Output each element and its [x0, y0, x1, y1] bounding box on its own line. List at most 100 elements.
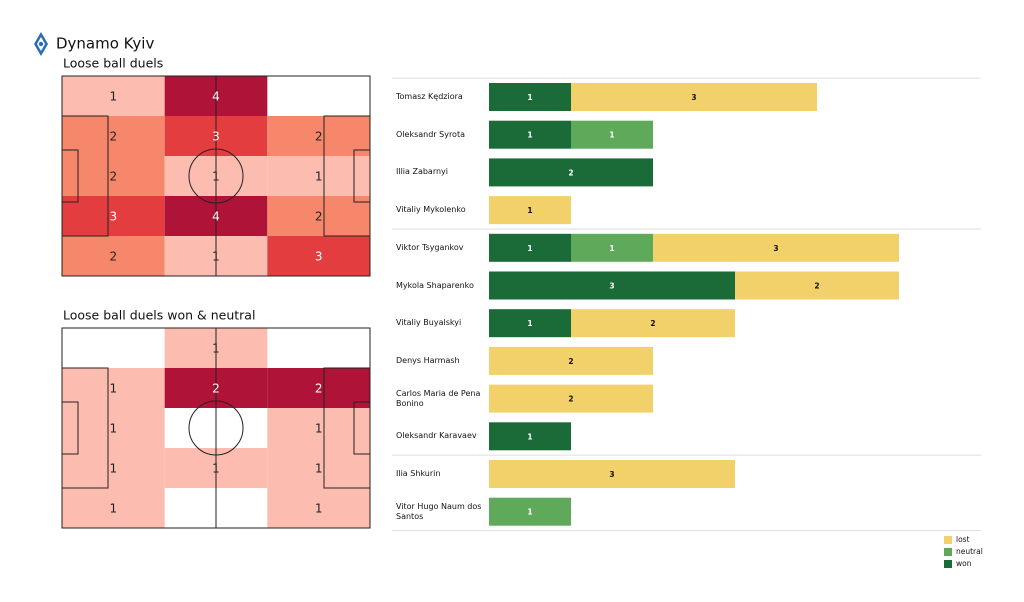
bar-segment	[489, 158, 653, 187]
bar-label: 1	[527, 432, 532, 441]
bar-label: 1	[527, 206, 532, 215]
chart-title: Loose ball duels won & neutral	[63, 308, 255, 323]
bar-segment	[571, 233, 653, 262]
player-name: Viktor Tsygankov	[396, 242, 464, 252]
goal-area	[61, 401, 79, 455]
bar-label: 1	[609, 244, 614, 253]
bar-segment	[489, 497, 571, 526]
heat-cell	[62, 196, 165, 236]
legend-swatch	[944, 536, 952, 544]
bar-segment	[489, 196, 571, 225]
pitch-lines	[61, 327, 371, 529]
player-name: Oleksandr Syrota	[396, 129, 465, 139]
heat-cell	[62, 156, 165, 196]
legend-label: won	[956, 559, 972, 568]
bar-segment	[489, 233, 571, 262]
cell-label: 2	[315, 210, 323, 224]
player-name: Vitaliy Mykolenko	[396, 205, 466, 215]
heat-cell	[62, 116, 165, 156]
cell-label: 1	[110, 462, 118, 476]
page-title: Dynamo Kyiv	[56, 35, 154, 53]
bar-label: 1	[527, 131, 532, 140]
player-name-box: Tomasz Kędziora	[396, 92, 463, 101]
bar-label: 3	[609, 470, 614, 479]
player-name: Denys Harmash	[396, 355, 460, 365]
bar-label: 1	[527, 508, 532, 517]
player-name-box: Carlos Maria de Pena Bonino	[396, 388, 481, 408]
cell-label: 1	[315, 422, 323, 436]
bar-label: 1	[527, 93, 532, 102]
cell-label: 1	[212, 342, 220, 356]
bar-segment	[489, 384, 653, 413]
legend-swatch	[944, 560, 952, 568]
cell-label: 3	[315, 250, 323, 264]
heat-cell	[267, 448, 370, 488]
player-name: Mykola Shaparenko	[396, 280, 474, 290]
heat-cell	[267, 156, 370, 196]
player-name-box: Vitaliy Mykolenko	[396, 205, 466, 215]
player-name: Ilia Shkurin	[396, 469, 441, 478]
bar-segment	[489, 346, 653, 375]
player-name-box: Ilia Shkurin	[396, 469, 441, 478]
bar-segment	[489, 309, 571, 338]
bar-segment	[489, 422, 571, 451]
cell-label: 1	[212, 170, 220, 184]
cell-label: 1	[212, 250, 220, 264]
player-name: Carlos Maria de Pena Bonino	[396, 388, 481, 408]
goal-area	[353, 149, 371, 203]
player-name-box: Oleksandr Karavaev	[396, 431, 477, 441]
bar-label: 2	[568, 168, 573, 177]
cell-label: 1	[110, 502, 118, 516]
heat-cell	[267, 116, 370, 156]
cell-label: 1	[110, 422, 118, 436]
bar-segment	[571, 83, 817, 111]
player-name: Oleksandr Karavaev	[396, 431, 477, 441]
heat-cell	[62, 408, 165, 448]
bar-segment	[571, 120, 653, 149]
heat-cell	[62, 368, 165, 408]
cell-label: 1	[110, 90, 118, 104]
cell-label: 3	[212, 130, 220, 144]
player-name-box: Denys Harmash	[396, 355, 460, 365]
cell-label: 4	[212, 90, 220, 104]
cell-label: 3	[110, 210, 118, 224]
cell-label: 2	[110, 170, 118, 184]
chart-title: Loose ball duels	[63, 56, 163, 71]
centre-circle	[188, 148, 244, 204]
bar-label: 2	[650, 319, 655, 328]
cell-label: 1	[110, 382, 118, 396]
player-name-box: Viktor Tsygankov	[396, 242, 464, 252]
heat-cell	[62, 488, 165, 528]
bar-label: 2	[814, 282, 819, 291]
player-name-box: Illia Zabarnyi	[396, 167, 449, 177]
player-name: Illia Zabarnyi	[396, 167, 449, 177]
player-name: Tomasz Kędziora	[396, 92, 463, 101]
cell-label: 1	[315, 502, 323, 516]
goal-area	[353, 401, 371, 455]
bar-label: 3	[691, 93, 696, 102]
bar-segment	[489, 120, 571, 149]
cell-label: 1	[212, 462, 220, 476]
cell-label: 4	[212, 210, 220, 224]
goal-area	[61, 149, 79, 203]
bar-label: 3	[773, 244, 778, 253]
heat-cell	[62, 448, 165, 488]
bar-segment	[735, 271, 899, 300]
cell-label: 2	[110, 130, 118, 144]
bar-label: 3	[609, 282, 614, 291]
club-logo	[34, 32, 48, 56]
cell-label: 1	[315, 170, 323, 184]
heat-cell	[62, 236, 165, 276]
player-name-box: Vitor Hugo Naum dos Santos	[396, 502, 481, 521]
cell-label: 1	[315, 462, 323, 476]
legend-swatch	[944, 548, 952, 556]
bar-label: 2	[568, 395, 573, 404]
heat-cell	[267, 368, 370, 408]
player-name: Vitaliy Buyalskyi	[396, 318, 462, 328]
legend-label: lost	[956, 535, 970, 544]
pitch-lines	[61, 75, 371, 277]
player-name-box: Mykola Shaparenko	[396, 280, 474, 290]
centre-circle	[188, 400, 244, 456]
bar-segment	[653, 233, 899, 262]
